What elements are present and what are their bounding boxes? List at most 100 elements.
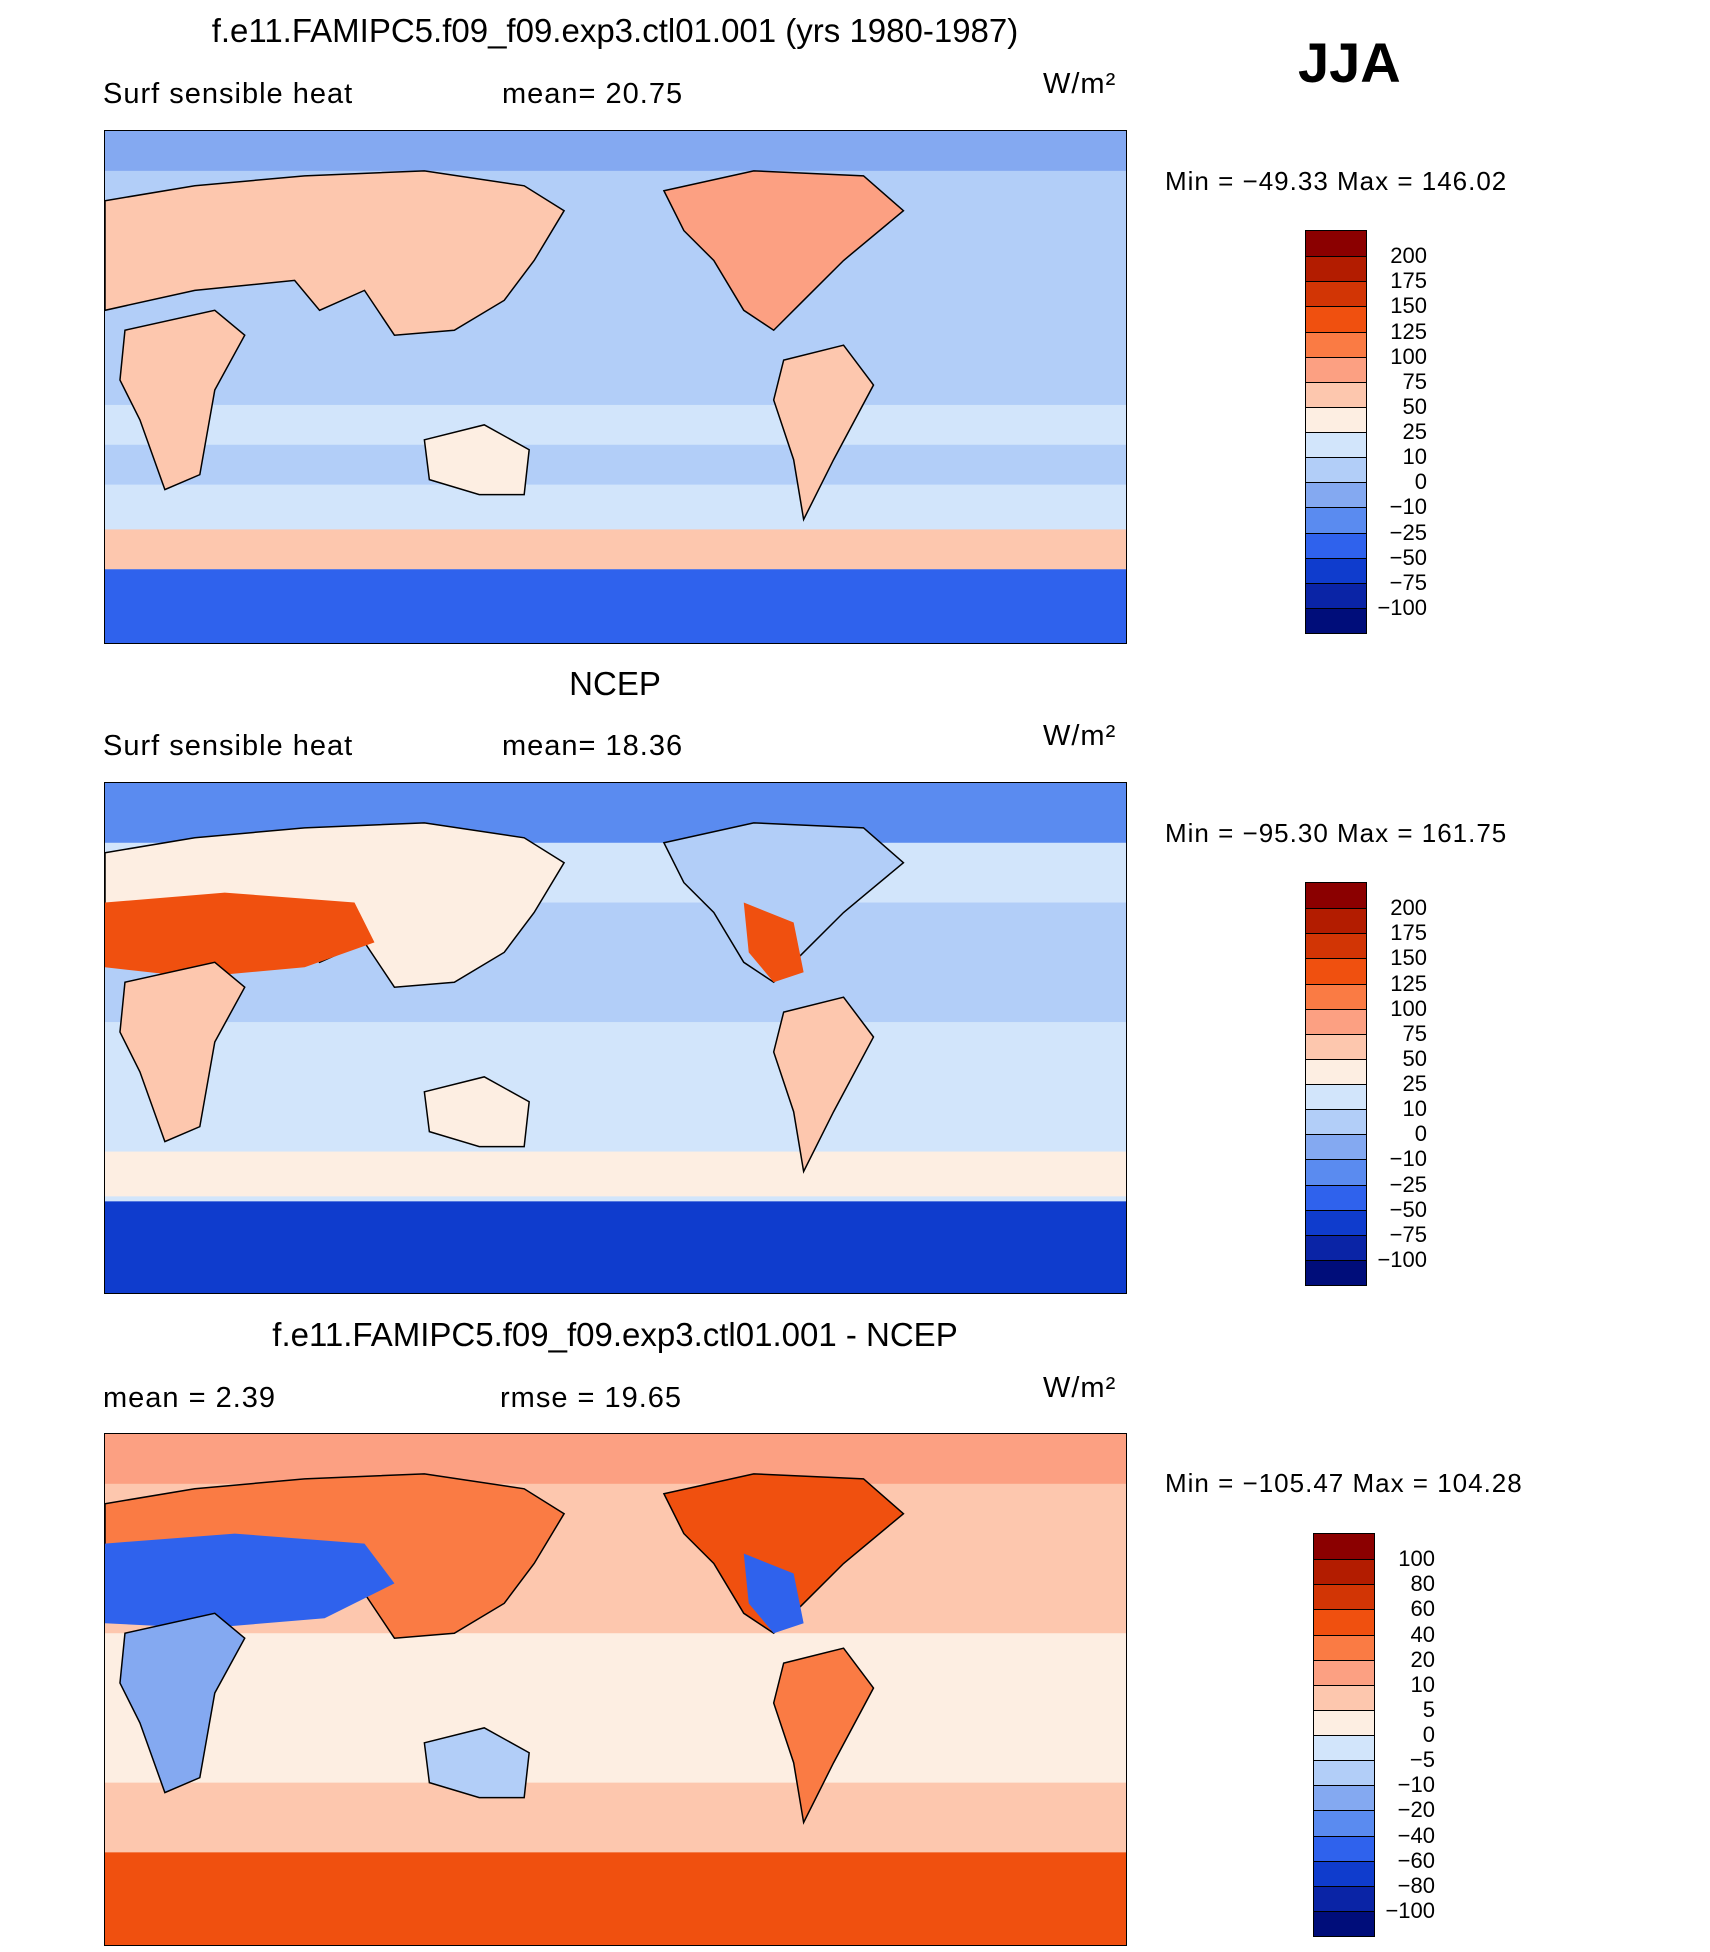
colorbar-tick-label: 175 — [1390, 268, 1427, 294]
colorbar-cell — [1306, 883, 1366, 909]
map-australia-landmass — [423, 424, 530, 496]
colorbar-cell — [1314, 1559, 1374, 1585]
colorbar-tick-label: 150 — [1390, 945, 1427, 971]
panel-3-rmse-label: rmse = 19.65 — [500, 1382, 683, 1414]
colorbar-tick-label: 25 — [1402, 419, 1427, 444]
colorbar-tick-label: −5 — [1409, 1747, 1435, 1773]
colorbar-tick-label: 0 — [1422, 1722, 1435, 1747]
panel-2-mean-label: mean= 18.36 — [502, 730, 684, 762]
map-tropical-band — [105, 1633, 1126, 1783]
colorbar-cell — [1306, 381, 1366, 407]
colorbar-cell — [1306, 607, 1366, 633]
panel-1-units: W/m² — [1043, 68, 1117, 100]
panel-1-variable-label: Surf sensible heat — [103, 78, 354, 110]
map-us-southwest-coldspot — [743, 1553, 804, 1634]
map-south-america-landmass — [772, 1647, 875, 1825]
colorbar-cell — [1306, 933, 1366, 959]
map-antarctic-band — [105, 1201, 1126, 1293]
map-sahara-arabia-coldspot — [105, 1533, 395, 1629]
colorbar-cell — [1306, 582, 1366, 608]
panel-2-minmax: Min = −95.30 Max = 161.75 — [1165, 818, 1508, 848]
colorbar-tick-label: 80 — [1410, 1571, 1435, 1597]
colorbar-cell — [1314, 1634, 1374, 1660]
colorbar-tick-label: 60 — [1410, 1596, 1435, 1622]
colorbar-cell — [1314, 1785, 1374, 1811]
map-us-southwest-hotspot — [743, 902, 804, 983]
colorbar-cell — [1306, 331, 1366, 357]
colorbar-cell — [1314, 1835, 1374, 1861]
colorbar-tick-label: 5 — [1422, 1696, 1435, 1722]
map-eurasia-landmass — [105, 170, 566, 336]
panel-3-units: W/m² — [1043, 1372, 1117, 1404]
colorbar-tick-label: 0 — [1414, 469, 1427, 495]
colorbar-cell — [1314, 1860, 1374, 1886]
season-label: JJA — [1298, 31, 1401, 94]
map-africa-landmass — [119, 309, 246, 491]
map-north-america-landmass — [662, 822, 905, 984]
colorbar-cell — [1306, 281, 1366, 307]
colorbar-cell — [1314, 1810, 1374, 1836]
colorbar-tick-label: −10 — [1389, 494, 1427, 520]
map-arctic-band — [105, 1434, 1126, 1484]
panel-3-map — [104, 1433, 1127, 1946]
colorbar-cell — [1306, 256, 1366, 282]
colorbar-cell — [1314, 1885, 1374, 1911]
colorbar-cell — [1314, 1609, 1374, 1635]
map-arctic-band — [105, 131, 1126, 171]
panel-1-map — [104, 130, 1127, 644]
map-southern-ocean-band — [105, 529, 1126, 570]
colorbar-tick-label: −80 — [1397, 1872, 1435, 1898]
colorbar-cell — [1306, 958, 1366, 984]
map-north-america-landmass — [662, 1473, 905, 1635]
colorbar-cell — [1314, 1709, 1374, 1735]
colorbar-tick-label: −10 — [1397, 1772, 1435, 1798]
colorbar-cell — [1306, 983, 1366, 1009]
colorbar-cell — [1306, 507, 1366, 533]
colorbar-cell — [1306, 1209, 1366, 1235]
panel-2-units: W/m² — [1043, 720, 1117, 752]
panel-2-map-svg — [105, 783, 1126, 1293]
colorbar-tick-label: −40 — [1397, 1822, 1435, 1848]
colorbar-tick-label: −75 — [1389, 1221, 1427, 1247]
panel-1-title: f.e11.FAMIPC5.f09_f09.exp3.ctl01.001 (yr… — [211, 12, 1019, 49]
colorbar-cell — [1306, 1184, 1366, 1210]
colorbar-cell — [1314, 1910, 1374, 1936]
panel-3-map-svg — [105, 1434, 1126, 1945]
colorbar-tick-label: −100 — [1377, 594, 1427, 620]
colorbar-tick-label: 50 — [1402, 393, 1427, 419]
map-south-america-landmass — [772, 344, 875, 522]
colorbar-cell — [1306, 532, 1366, 558]
colorbar-cell — [1314, 1760, 1374, 1786]
map-australia-landmass — [423, 1076, 530, 1148]
colorbar-tick-label: 125 — [1390, 318, 1427, 344]
colorbar-tick-label: −25 — [1389, 519, 1427, 545]
colorbar-cell — [1306, 908, 1366, 934]
colorbar-tick-label: 0 — [1414, 1121, 1427, 1147]
colorbar-cell — [1306, 557, 1366, 583]
colorbar-tick-label: 20 — [1410, 1646, 1435, 1672]
map-sahara-arabia-hotspot — [105, 892, 375, 978]
colorbar-cell — [1314, 1659, 1374, 1685]
colorbar-tick-label: 10 — [1402, 444, 1427, 470]
colorbar-tick-label: 150 — [1390, 293, 1427, 319]
panel-1-minmax: Min = −49.33 Max = 146.02 — [1165, 166, 1508, 196]
colorbar-tick-label: 125 — [1390, 970, 1427, 996]
colorbar-tick-label: 100 — [1390, 343, 1427, 369]
colorbar-cell — [1306, 1109, 1366, 1135]
panel-2-variable-label: Surf sensible heat — [103, 730, 354, 762]
colorbar-cell — [1306, 231, 1366, 257]
colorbar-tick-label: −20 — [1397, 1797, 1435, 1823]
panel-1-map-svg — [105, 131, 1126, 643]
colorbar-cell — [1306, 1234, 1366, 1260]
colorbar-cell — [1314, 1684, 1374, 1710]
panel-2-map — [104, 782, 1127, 1294]
colorbar-cell — [1306, 457, 1366, 483]
colorbar-tick-label: 25 — [1402, 1071, 1427, 1096]
panel-1-colorbar — [1305, 230, 1367, 634]
colorbar-tick-label: 75 — [1402, 1020, 1427, 1046]
colorbar-cell — [1306, 1084, 1366, 1110]
map-antarctic-band — [105, 1852, 1126, 1945]
map-antarctic-band — [105, 569, 1126, 643]
map-africa-landmass — [119, 1612, 246, 1794]
colorbar-tick-label: 100 — [1398, 1546, 1435, 1572]
